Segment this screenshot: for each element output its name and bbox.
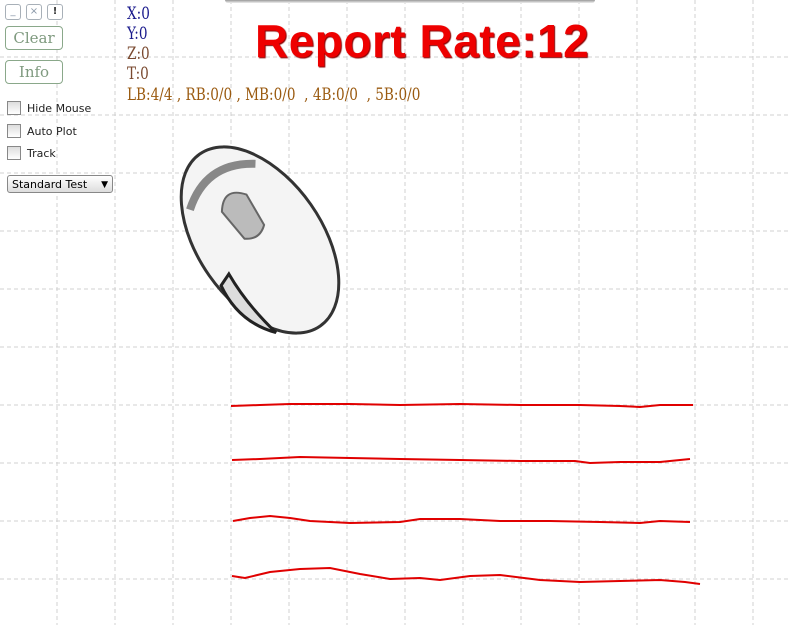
checkbox-label: Hide Mouse [27,101,92,115]
mouse-trace [231,566,701,585]
checkbox-label: Track [27,146,56,160]
auto-plot-checkbox[interactable]: Auto Plot [7,124,77,138]
x-readout: X:0 [127,4,150,24]
checkbox-box[interactable] [7,124,21,138]
alert-button[interactable]: ! [47,4,63,20]
hide-mouse-checkbox[interactable]: Hide Mouse [7,101,91,115]
checkbox-box[interactable] [7,146,21,160]
info-button[interactable]: Info [5,60,63,84]
report-rate-title: Report Rate:12 [255,15,590,67]
mouse-trace [230,402,693,409]
minimize-button[interactable]: _ [5,4,21,20]
mouse-trace [231,455,691,465]
mouse-trace [232,514,691,525]
t-readout: T:0 [127,64,149,84]
y-readout: Y:0 [127,24,148,44]
close-button[interactable]: × [26,4,42,20]
z-readout: Z:0 [127,44,150,64]
mouse-illustration [179,145,341,335]
mode-select[interactable]: Standard Test ▼ [7,175,113,193]
checkbox-box[interactable] [7,101,21,115]
top-bar [225,0,595,3]
clear-button[interactable]: Clear [5,26,63,50]
mode-select-value: Standard Test [12,178,88,191]
button-counts-readout: LB:4/4 , RB:0/0 , MB:0/0 , 4B:0/0 , 5B:0… [127,85,421,105]
chevron-down-icon: ▼ [101,180,108,190]
track-checkbox[interactable]: Track [7,146,56,160]
checkbox-label: Auto Plot [27,124,77,138]
